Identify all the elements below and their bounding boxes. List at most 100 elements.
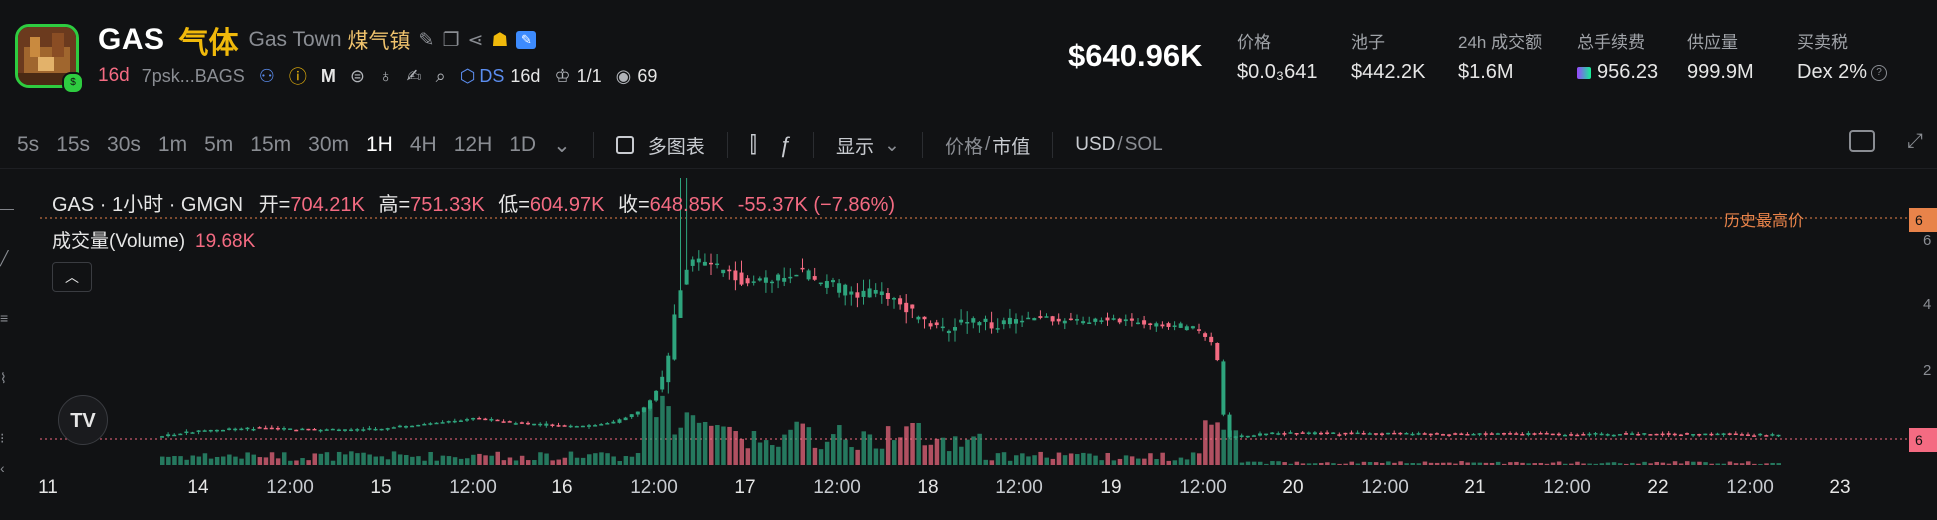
bag-icon[interactable]: ♁ bbox=[378, 65, 393, 86]
camera-icon[interactable] bbox=[1849, 130, 1875, 152]
candle-body bbox=[910, 304, 915, 309]
volume-bar bbox=[666, 406, 671, 465]
m-logo-icon[interactable]: M bbox=[320, 65, 336, 86]
volume-bar bbox=[1386, 461, 1391, 465]
collapse-legend-button[interactable]: ︿ bbox=[52, 262, 92, 292]
pattern-icon[interactable]: ⌇ bbox=[0, 370, 7, 386]
candle-body bbox=[1563, 434, 1567, 437]
candle-body bbox=[763, 277, 768, 283]
candlestick-chart[interactable] bbox=[20, 175, 1937, 520]
candle-body bbox=[959, 319, 964, 323]
indicators-icon[interactable]: ƒ bbox=[778, 132, 792, 157]
tf-4h[interactable]: 4H bbox=[409, 133, 437, 156]
tradingview-logo[interactable]: TV bbox=[58, 395, 108, 445]
volume-bar bbox=[397, 454, 403, 465]
volume-bar bbox=[977, 433, 982, 465]
tf-12h[interactable]: 12H bbox=[453, 133, 493, 156]
x-axis-tick: 12:00 bbox=[1726, 477, 1774, 498]
tf-1m[interactable]: 1m bbox=[157, 133, 188, 156]
search-icon[interactable]: ⌕ bbox=[435, 65, 446, 86]
volume-bar bbox=[1739, 463, 1745, 465]
currency-toggle[interactable]: USD / SOL bbox=[1075, 134, 1162, 156]
holders-icon[interactable]: ⚇ bbox=[258, 65, 275, 86]
share-icon[interactable]: ⋖ bbox=[467, 29, 484, 51]
volume-bar bbox=[544, 453, 549, 465]
tf-1d[interactable]: 1D bbox=[509, 133, 537, 156]
tf-5m[interactable]: 5m bbox=[204, 133, 234, 156]
volume-bar bbox=[1294, 461, 1300, 465]
price-mcap-toggle[interactable]: 价格 / 市值 bbox=[945, 132, 1030, 159]
candle-body bbox=[440, 422, 445, 424]
volume-bar bbox=[1380, 462, 1385, 465]
x-axis-tick: 19 bbox=[1100, 477, 1122, 498]
volume-bar bbox=[995, 453, 1001, 465]
multi-chart-toggle[interactable]: 多图表 bbox=[615, 132, 705, 159]
tf-5s[interactable]: 5s bbox=[17, 133, 40, 156]
volume-bar bbox=[678, 427, 683, 465]
list-circle-icon[interactable]: ⊜ bbox=[349, 65, 365, 86]
volume-bar bbox=[648, 403, 653, 465]
edit-icon[interactable]: ✎ bbox=[418, 29, 435, 51]
volume-bar bbox=[1624, 463, 1629, 465]
ath-label: 历史最高价 bbox=[1724, 213, 1805, 230]
volume-bar bbox=[1343, 463, 1348, 465]
candle-body bbox=[562, 425, 567, 427]
tf-15s[interactable]: 15s bbox=[56, 133, 91, 156]
volume-bar bbox=[1648, 463, 1653, 465]
volume-bar bbox=[306, 460, 311, 465]
chart-toolbar: 5s 15s 30s 1m 5m 15m 30m 1H 4H 12H 1D ⌄ … bbox=[0, 122, 1937, 169]
candle-body bbox=[977, 322, 982, 326]
money-bag-icon: $ bbox=[62, 72, 84, 94]
volume-bar bbox=[757, 442, 763, 465]
checkbox-icon[interactable] bbox=[615, 136, 634, 154]
volume-bar bbox=[1691, 461, 1696, 465]
volume-bar bbox=[1276, 461, 1281, 465]
x-axis-tick: 12:00 bbox=[630, 477, 678, 498]
chevron-down-icon[interactable]: ⌄ bbox=[553, 133, 571, 157]
verified-edit-icon[interactable]: ✎ bbox=[516, 31, 537, 49]
candle-body bbox=[1758, 433, 1763, 436]
usd-option[interactable]: USD bbox=[1075, 134, 1116, 155]
warning-icon[interactable]: ⓘ bbox=[288, 67, 307, 87]
help-icon[interactable]: ? bbox=[1871, 64, 1888, 81]
notes-icon[interactable]: ✍ bbox=[406, 65, 422, 86]
tf-1h[interactable]: 1H bbox=[366, 133, 393, 156]
candle-body bbox=[428, 423, 433, 425]
tf-30s[interactable]: 30s bbox=[107, 133, 141, 156]
crosshair-icon[interactable]: — bbox=[0, 200, 14, 216]
candle-body bbox=[458, 420, 463, 422]
token-address[interactable]: 7psk...BAGS bbox=[141, 65, 245, 86]
fib-icon[interactable]: ≡ bbox=[0, 310, 9, 326]
candle-body bbox=[635, 411, 640, 415]
candle-body bbox=[1349, 432, 1354, 435]
trendline-icon[interactable]: ╱ bbox=[0, 250, 9, 266]
eye-icon: ◉ bbox=[615, 65, 632, 86]
volume-bar bbox=[892, 440, 897, 465]
volume-bar bbox=[1142, 458, 1147, 465]
volume-bar bbox=[404, 455, 409, 465]
tf-15m[interactable]: 15m bbox=[250, 133, 292, 156]
candle-body bbox=[1075, 319, 1079, 321]
volume-bar bbox=[1678, 463, 1684, 465]
volume-bar bbox=[550, 460, 555, 465]
copy-icon[interactable]: ❐ bbox=[442, 29, 460, 51]
mcap-option[interactable]: 市值 bbox=[992, 136, 1031, 158]
sol-option[interactable]: SOL bbox=[1124, 134, 1163, 155]
candle-body bbox=[160, 436, 164, 438]
community-icon[interactable]: ☗ bbox=[491, 29, 509, 51]
collapse-tools-icon[interactable]: ‹ bbox=[0, 460, 5, 476]
x-axis-tick: 16 bbox=[551, 477, 573, 498]
tf-30m[interactable]: 30m bbox=[308, 133, 349, 156]
dexscreener-icon[interactable]: ⬡ bbox=[459, 65, 476, 86]
candle-body bbox=[1636, 433, 1641, 436]
display-menu[interactable]: 显示 ⌄ bbox=[836, 132, 900, 159]
volume-bar bbox=[940, 437, 946, 465]
expand-icon[interactable]: ⤢ bbox=[1907, 130, 1923, 152]
volume-bar bbox=[410, 456, 415, 465]
price-option[interactable]: 价格 bbox=[944, 136, 983, 158]
candle-body bbox=[709, 262, 713, 265]
candle-body bbox=[1337, 434, 1342, 436]
candle-type-icon[interactable]: ⫿ bbox=[749, 132, 757, 157]
high-label: 高= bbox=[378, 194, 411, 216]
measure-icon[interactable]: ⁝ bbox=[0, 430, 5, 446]
